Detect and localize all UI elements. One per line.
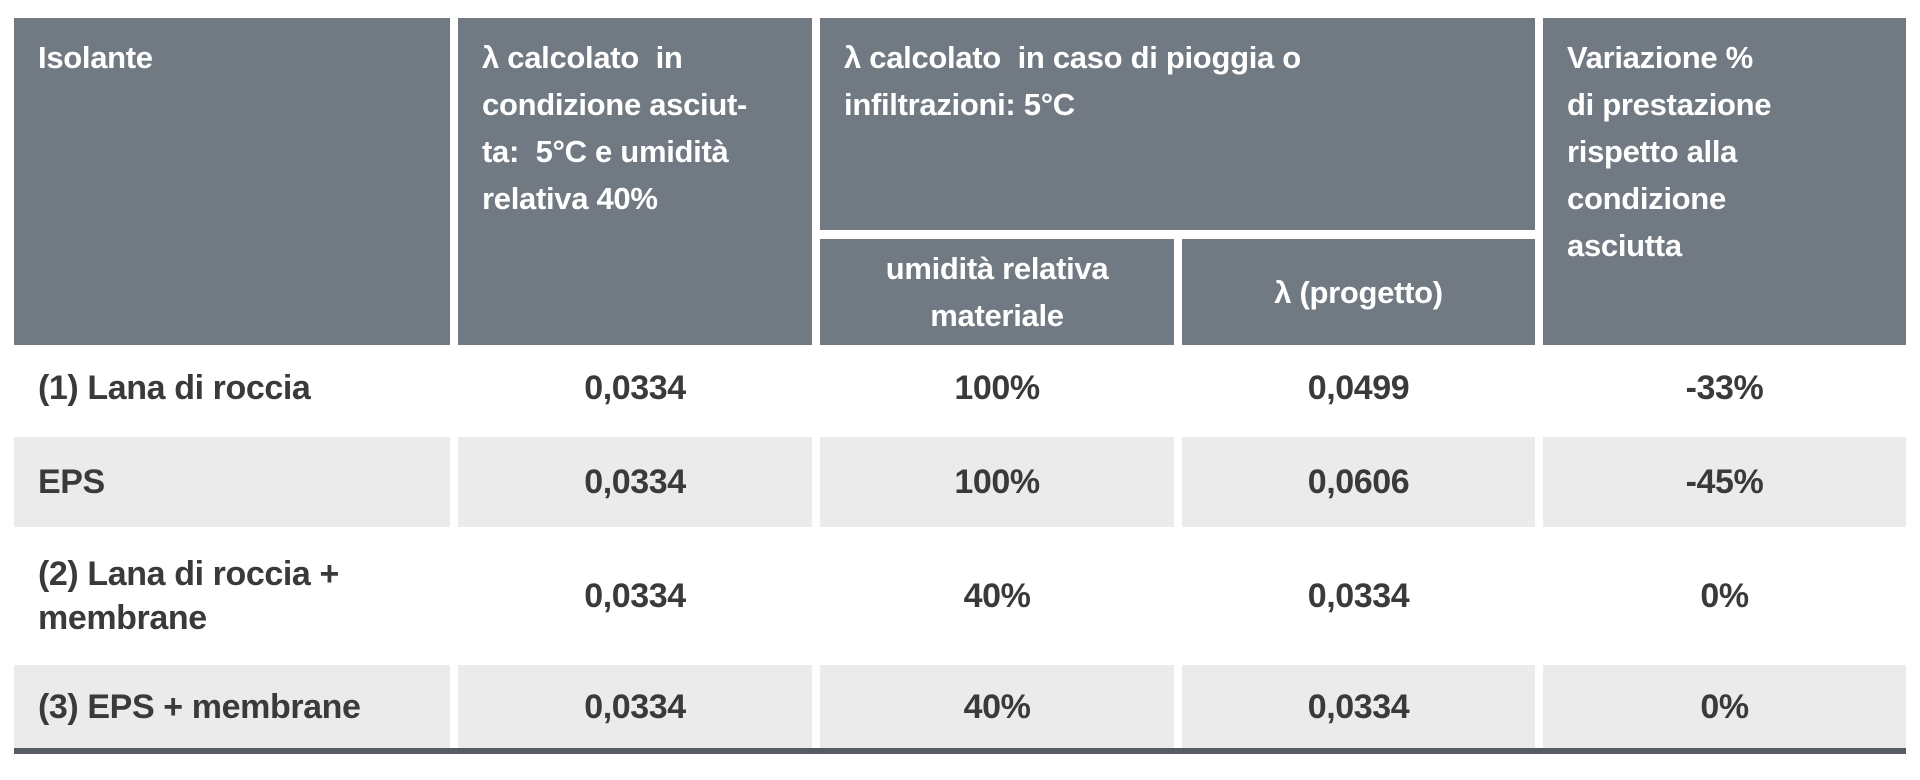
variation-cell: -45% — [1543, 437, 1906, 527]
variation-cell: -33% — [1543, 345, 1906, 430]
lambda-project-cell: 0,0606 — [1182, 437, 1535, 527]
insulation-lambda-table: Isolante λ calcolato in condizione asciu… — [14, 18, 1906, 754]
lambda-dry-cell: 0,0334 — [458, 437, 812, 527]
variation-cell: 0% — [1543, 534, 1906, 658]
lambda-dry-cell: 0,0334 — [458, 665, 812, 748]
header-lambda-wet-group: λ calcolato in caso di pioggia o infiltr… — [820, 18, 1535, 230]
header-isolante: Isolante — [14, 18, 450, 345]
variation-cell: 0% — [1543, 665, 1906, 748]
lambda-project-cell: 0,0499 — [1182, 345, 1535, 430]
subheader-lambda-progetto: λ (progetto) — [1182, 239, 1535, 345]
material-cell: (1) Lana di roccia — [14, 345, 450, 430]
humidity-cell: 100% — [820, 437, 1174, 527]
table-bottom-border — [14, 748, 1906, 754]
header-lambda-dry: λ calcolato in condizione asciut- ta: 5°… — [458, 18, 812, 345]
header-variazione-prestazione: Variazione % di prestazione rispetto all… — [1543, 18, 1906, 345]
lambda-project-cell: 0,0334 — [1182, 665, 1535, 748]
material-cell: (2) Lana di roccia + membrane — [14, 534, 450, 658]
material-cell: EPS — [14, 437, 450, 527]
lambda-dry-cell: 0,0334 — [458, 345, 812, 430]
humidity-cell: 40% — [820, 665, 1174, 748]
humidity-cell: 40% — [820, 534, 1174, 658]
lambda-project-cell: 0,0334 — [1182, 534, 1535, 658]
subheader-umidita-relativa-materiale: umidità relativa materiale — [820, 239, 1174, 345]
humidity-cell: 100% — [820, 345, 1174, 430]
lambda-dry-cell: 0,0334 — [458, 534, 812, 658]
material-cell: (3) EPS + membrane — [14, 665, 450, 748]
